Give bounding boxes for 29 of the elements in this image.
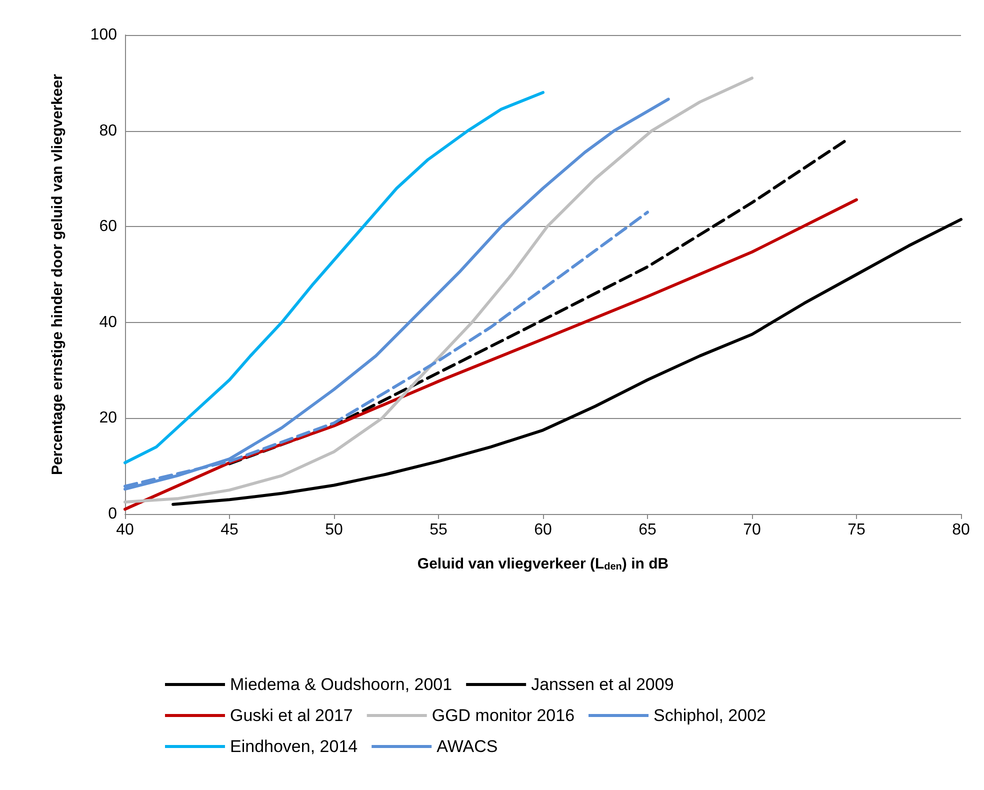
legend-label: Schiphol, 2002 (654, 706, 766, 725)
x-tick-label: 50 (325, 522, 343, 538)
line-series (124, 76, 754, 504)
legend-label: Janssen et al 2009 (531, 675, 674, 694)
y-tick-label: 40 (99, 314, 118, 331)
y-tick-label: 80 (99, 122, 118, 140)
x-tick-label: 45 (220, 522, 238, 538)
legend-label: Guski et al 2017 (230, 706, 353, 725)
legend-label: Miedema & Oudshoorn, 2001 (230, 675, 452, 694)
y-tick-label: 100 (90, 26, 118, 44)
legend-label: AWACS (436, 737, 498, 756)
line-series (172, 218, 962, 506)
y-tick-label: 60 (99, 218, 118, 236)
x-tick-label: 80 (952, 522, 970, 538)
line-series (124, 90, 544, 464)
legend-label: GGD monitor 2016 (432, 706, 575, 725)
x-tick-label: 60 (534, 522, 552, 538)
x-tick-label: 65 (638, 522, 656, 538)
x-tick-label: 40 (116, 522, 134, 538)
line-series (124, 98, 670, 491)
y-axis-title: Percentage ernstige hinder door geluid van vliegverkeer (49, 74, 66, 475)
y-tick-label: 20 (99, 410, 118, 427)
legend-label: Eindhoven, 2014 (230, 737, 358, 756)
x-tick-label: 70 (743, 522, 761, 538)
x-axis-title: Geluid van vliegverkeer (Lden) in dB (417, 556, 669, 572)
y-tick-label: 0 (108, 506, 118, 522)
x-tick-label: 75 (848, 522, 866, 538)
x-tick-label: 55 (430, 522, 448, 538)
line-series (124, 198, 858, 511)
